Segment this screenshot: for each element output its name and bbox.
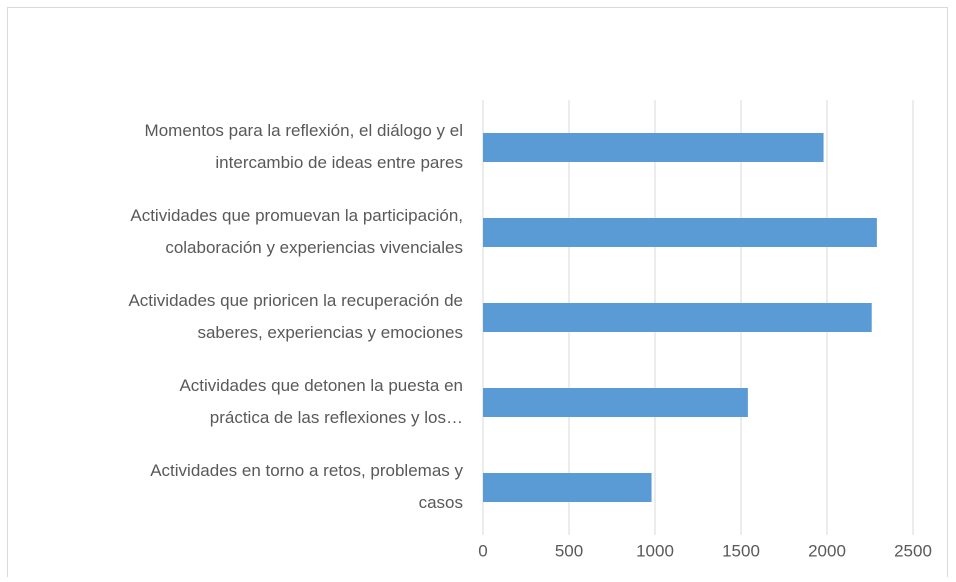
y-tick-label: colaboración y experiencias vivenciales xyxy=(165,238,463,257)
y-tick-label: Actividades que promuevan la participaci… xyxy=(130,206,463,225)
y-tick-label: Momentos para la reflexión, el diálogo y… xyxy=(145,121,463,140)
y-tick-label: Actividades en torno a retos, problemas … xyxy=(150,461,463,480)
bar xyxy=(483,388,748,417)
bar xyxy=(483,218,877,247)
chart-border xyxy=(7,7,948,582)
y-tick-label: práctica de las reflexiones y los… xyxy=(210,408,463,427)
y-tick-label: saberes, experiencias y emociones xyxy=(197,323,463,342)
y-tick-label: casos xyxy=(419,493,463,512)
x-tick-label: 2500 xyxy=(894,541,932,560)
x-tick-label: 500 xyxy=(555,541,583,560)
bar xyxy=(483,473,652,502)
x-tick-label: 1000 xyxy=(636,541,674,560)
bar xyxy=(483,303,872,332)
x-tick-label: 2000 xyxy=(808,541,846,560)
bar xyxy=(483,133,824,162)
x-tick-label: 0 xyxy=(478,541,487,560)
x-tick-label: 1500 xyxy=(722,541,760,560)
y-tick-label: Actividades que detonen la puesta en xyxy=(179,376,463,395)
y-tick-label: intercambio de ideas entre pares xyxy=(215,153,463,172)
y-tick-label: Actividades que prioricen la recuperació… xyxy=(128,291,463,310)
